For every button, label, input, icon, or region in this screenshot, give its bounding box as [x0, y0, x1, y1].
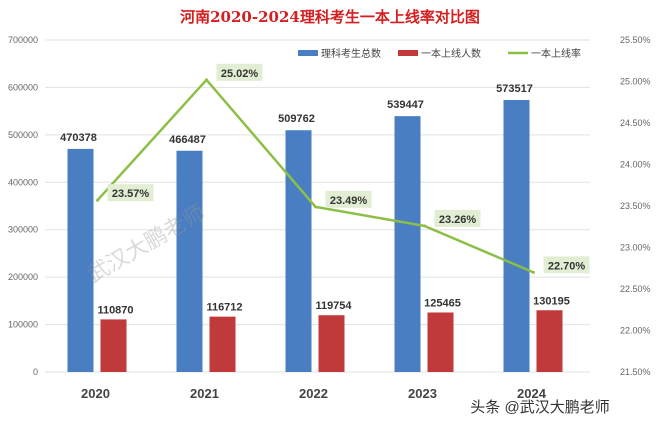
rate-data-label: 23.57%: [112, 188, 150, 200]
y-tick-label: 300000: [8, 225, 38, 235]
rate-label-bg: [543, 256, 590, 274]
x-tick-label: 2021: [190, 386, 219, 401]
corner-watermark: 头条 @武汉大鹏老师: [470, 399, 609, 416]
total-bar: [176, 150, 203, 372]
y2-tick-label: 25.00%: [620, 77, 651, 87]
legend-label: 一本上线率: [531, 47, 581, 60]
rate-label-bg: [325, 190, 372, 208]
y2-tick-label: 21.50%: [620, 367, 651, 377]
y2-tick-label: 22.50%: [620, 284, 651, 294]
admitted-data-label: 116712: [206, 302, 242, 314]
rate-point: [205, 78, 208, 82]
admitted-bar: [536, 310, 563, 372]
x-tick-label: 2020: [81, 386, 110, 401]
rate-data-label: 23.26%: [439, 214, 477, 226]
y-tick-label: 500000: [8, 130, 38, 140]
y-tick-label: 600000: [8, 82, 38, 92]
rate-point: [532, 270, 535, 274]
admitted-bar: [318, 315, 345, 372]
x-tick-label: 2022: [299, 386, 328, 401]
admitted-bar: [100, 319, 127, 372]
legend-label: 理科考生总数: [321, 47, 381, 60]
y-tick-label: 0: [33, 367, 38, 377]
total-bar: [285, 130, 312, 372]
x-tick-label: 2023: [408, 386, 437, 401]
y2-tick-label: 23.50%: [620, 201, 651, 211]
rate-data-label: 25.02%: [221, 68, 259, 80]
chart-title: 河南2020-2024理科考生一本上线率对比图: [180, 8, 480, 26]
total-data-label: 466487: [169, 134, 206, 146]
y2-tick-label: 24.00%: [620, 160, 651, 170]
total-bar: [503, 99, 530, 373]
admitted-data-label: 125465: [424, 297, 461, 309]
rate-data-label: 23.49%: [330, 195, 368, 207]
legend-swatch: [398, 50, 418, 56]
y2-tick-label: 24.50%: [620, 118, 651, 128]
admitted-data-label: 119754: [315, 300, 352, 312]
y2-tick-label: 22.00%: [620, 326, 651, 336]
rate-point: [423, 224, 426, 228]
total-data-label: 509762: [278, 113, 315, 125]
y2-tick-label: 23.00%: [620, 243, 651, 253]
admitted-data-label: 130195: [533, 295, 570, 307]
y-tick-label: 400000: [8, 177, 38, 187]
x-tick-label: 2024: [517, 386, 547, 401]
y2-tick-label: 25.50%: [620, 35, 651, 45]
rate-label-bg: [434, 209, 481, 227]
total-data-label: 573517: [496, 83, 533, 95]
legend-label: 一本上线人数: [421, 47, 481, 60]
rate-data-label: 22.70%: [548, 260, 586, 272]
y-tick-label: 100000: [8, 320, 38, 330]
y-tick-label: 200000: [8, 272, 38, 282]
legend-swatch: [298, 50, 318, 56]
rate-label-bg: [107, 184, 154, 202]
rate-point: [314, 205, 317, 209]
total-data-label: 470378: [60, 132, 97, 144]
admitted-data-label: 110870: [97, 304, 133, 316]
y-tick-label: 700000: [8, 35, 38, 45]
total-bar: [67, 148, 94, 372]
total-bar: [394, 116, 421, 372]
rate-point: [96, 198, 99, 202]
admitted-bar: [427, 312, 454, 372]
admitted-bar: [209, 316, 236, 372]
total-data-label: 539447: [387, 99, 424, 111]
rate-label-bg: [216, 63, 263, 81]
